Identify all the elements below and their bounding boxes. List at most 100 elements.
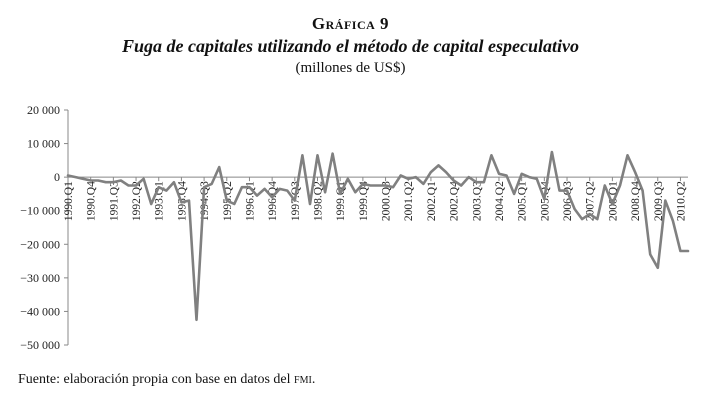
- data-point: [581, 218, 583, 220]
- data-point: [339, 193, 341, 195]
- y-tick-label: −30 000: [20, 271, 60, 285]
- source-org: fmi: [294, 372, 312, 387]
- x-tick-label: 1990.Q1: [63, 181, 75, 221]
- data-point: [324, 191, 326, 193]
- data-point: [309, 203, 311, 205]
- data-point: [453, 179, 455, 182]
- data-point: [135, 184, 137, 187]
- data-point: [642, 189, 644, 192]
- data-point: [256, 195, 258, 197]
- x-tick-label: 1998.Q2: [313, 181, 325, 221]
- data-point: [679, 250, 682, 252]
- chart-subtitle: (millones de US$): [295, 60, 406, 76]
- chart-title: Fuga de capitales utilizando el método d…: [122, 36, 579, 56]
- x-tick-label: 2010.Q2: [675, 181, 687, 221]
- data-point: [248, 186, 251, 188]
- data-point: [332, 153, 334, 155]
- data-point: [203, 186, 205, 188]
- data-point: [649, 253, 651, 255]
- data-point: [551, 151, 553, 153]
- data-point: [369, 184, 372, 187]
- data-point: [430, 171, 432, 173]
- data-point: [505, 174, 508, 177]
- data-point: [158, 186, 160, 188]
- data-point: [377, 184, 379, 187]
- y-tick-label: −10 000: [20, 204, 60, 218]
- x-tick-label: 1999.Q1: [335, 181, 347, 221]
- x-tick-label: 1990.Q4: [86, 181, 98, 221]
- x-tick-label: 2009.Q3: [653, 181, 665, 221]
- data-point: [483, 181, 485, 183]
- figure-label: Gráfica 9: [311, 14, 390, 33]
- figure-title-block: Gráfica 9 Fuga de capitales utilizando e…: [0, 14, 701, 78]
- data-point: [460, 184, 462, 187]
- data-point: [286, 189, 288, 192]
- x-tick-label: 2008.Q4: [630, 181, 642, 221]
- x-tick-label: 1999.Q4: [358, 181, 370, 221]
- data-point: [400, 174, 402, 177]
- data-point: [536, 178, 538, 180]
- data-point: [263, 188, 266, 190]
- data-point: [165, 189, 167, 192]
- data-point: [74, 176, 77, 178]
- y-tick-label: 0: [54, 170, 60, 184]
- data-point: [407, 178, 409, 180]
- x-tick-label: 2001.Q2: [403, 181, 415, 221]
- data-point: [589, 213, 591, 215]
- data-point: [611, 203, 613, 205]
- data-point: [211, 183, 213, 185]
- data-point: [127, 184, 130, 187]
- x-tick-label: 2003.Q3: [471, 181, 483, 221]
- y-tick-label: 20 000: [27, 103, 60, 117]
- data-point: [445, 171, 447, 173]
- x-tick-label: 2000.Q3: [381, 181, 393, 221]
- data-point: [415, 176, 417, 178]
- data-point: [664, 200, 666, 202]
- data-point: [437, 164, 440, 166]
- data-point: [316, 154, 319, 156]
- x-tick-label: 2002.Q1: [426, 181, 438, 221]
- data-point: [687, 250, 689, 252]
- data-point: [634, 171, 636, 173]
- y-tick-label: −50 000: [20, 338, 60, 352]
- data-point: [143, 178, 145, 180]
- data-point: [619, 184, 621, 187]
- data-point: [558, 189, 561, 192]
- data-point: [347, 178, 349, 180]
- data-point: [67, 174, 69, 177]
- data-point: [173, 181, 175, 183]
- data-point: [498, 173, 500, 175]
- y-tick-label: −40 000: [20, 304, 60, 318]
- data-point: [301, 154, 303, 156]
- data-point: [97, 179, 99, 182]
- data-point: [226, 200, 228, 202]
- data-point: [271, 196, 273, 198]
- y-tick-label: 10 000: [27, 137, 60, 151]
- y-tick-label: −20 000: [20, 237, 60, 251]
- data-point: [657, 267, 659, 269]
- data-point: [195, 319, 198, 321]
- data-point: [521, 173, 523, 175]
- data-point: [392, 186, 394, 188]
- data-point: [475, 181, 477, 183]
- x-tick-label: 2002.Q4: [449, 181, 461, 221]
- data-point: [218, 166, 220, 168]
- data-point: [543, 198, 545, 200]
- data-point: [354, 191, 356, 193]
- data-point: [422, 183, 424, 185]
- data-point: [490, 154, 493, 156]
- data-point: [279, 188, 281, 190]
- data-point: [120, 179, 122, 182]
- data-point: [468, 176, 470, 178]
- data-point: [294, 200, 296, 202]
- data-point: [233, 203, 235, 205]
- data-point: [150, 203, 152, 205]
- data-point: [604, 184, 606, 187]
- data-point: [241, 186, 243, 188]
- x-tick-label: 1991.Q3: [108, 181, 120, 221]
- data-point: [82, 178, 84, 180]
- data-point: [90, 179, 92, 182]
- source-note: Fuente: elaboración propia con base en d…: [18, 372, 315, 388]
- x-tick-label: 2004.Q2: [494, 181, 506, 221]
